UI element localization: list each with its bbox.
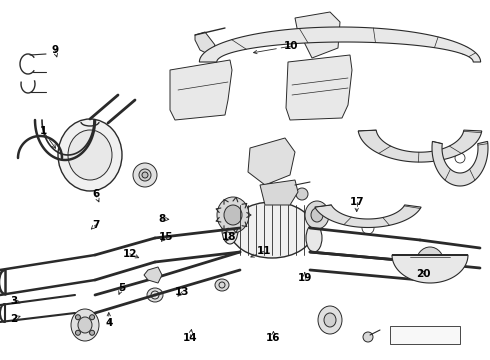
Polygon shape [392, 255, 468, 283]
Ellipse shape [296, 188, 308, 200]
Ellipse shape [71, 309, 99, 341]
Polygon shape [260, 180, 298, 205]
Ellipse shape [75, 330, 80, 335]
Ellipse shape [78, 317, 92, 333]
Polygon shape [295, 12, 340, 58]
Ellipse shape [147, 288, 163, 302]
Ellipse shape [75, 315, 80, 320]
Ellipse shape [139, 169, 151, 181]
Text: 15: 15 [158, 232, 173, 242]
Text: 8: 8 [158, 214, 165, 224]
Ellipse shape [324, 313, 336, 327]
Ellipse shape [224, 205, 242, 225]
Polygon shape [199, 27, 481, 62]
Polygon shape [195, 32, 215, 55]
Text: 5: 5 [118, 283, 125, 293]
Text: 2: 2 [10, 314, 17, 324]
Polygon shape [315, 205, 421, 228]
Text: 7: 7 [92, 220, 99, 230]
Polygon shape [144, 267, 162, 283]
Ellipse shape [142, 172, 148, 178]
Ellipse shape [215, 279, 229, 291]
Text: 18: 18 [222, 232, 237, 242]
Ellipse shape [230, 202, 314, 258]
Text: 10: 10 [284, 41, 299, 51]
Polygon shape [286, 55, 352, 120]
Polygon shape [390, 326, 460, 344]
Polygon shape [170, 60, 232, 120]
Ellipse shape [305, 201, 329, 229]
Ellipse shape [222, 216, 238, 244]
Text: 16: 16 [266, 333, 281, 343]
Ellipse shape [90, 315, 95, 320]
Ellipse shape [363, 332, 373, 342]
Ellipse shape [58, 119, 122, 191]
Ellipse shape [217, 197, 249, 233]
Ellipse shape [133, 163, 157, 187]
Text: 6: 6 [92, 189, 99, 199]
Text: 19: 19 [297, 273, 312, 283]
Text: 9: 9 [51, 45, 58, 55]
Polygon shape [432, 141, 488, 186]
Ellipse shape [311, 208, 323, 222]
Text: 13: 13 [175, 287, 190, 297]
Text: 17: 17 [349, 197, 364, 207]
Polygon shape [248, 138, 295, 185]
Ellipse shape [306, 224, 322, 252]
Text: 4: 4 [105, 318, 113, 328]
Ellipse shape [416, 247, 444, 279]
Ellipse shape [423, 255, 437, 271]
Polygon shape [358, 130, 482, 162]
Text: 3: 3 [10, 296, 17, 306]
Text: 12: 12 [122, 249, 137, 259]
Ellipse shape [68, 130, 112, 180]
Ellipse shape [90, 330, 95, 335]
Text: 1: 1 [40, 126, 47, 136]
Text: 20: 20 [416, 269, 431, 279]
Text: 11: 11 [256, 246, 271, 256]
Ellipse shape [318, 306, 342, 334]
Text: 14: 14 [183, 333, 197, 343]
